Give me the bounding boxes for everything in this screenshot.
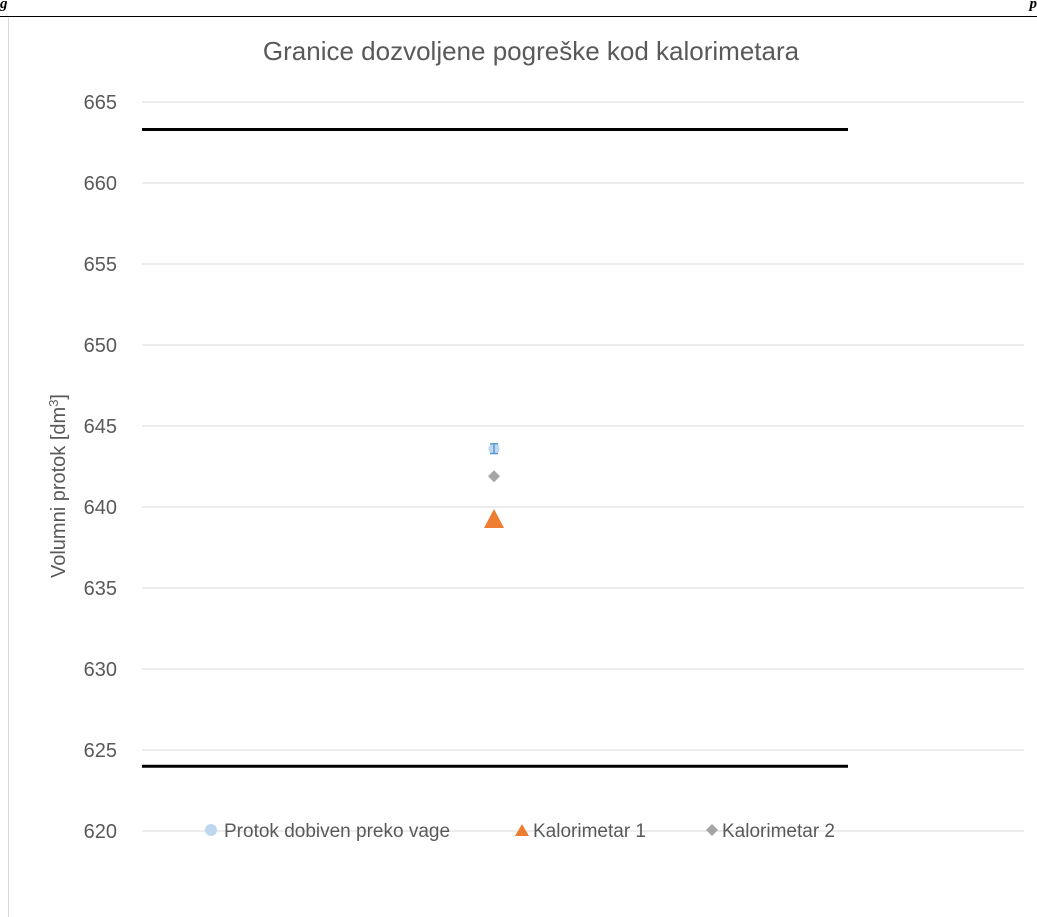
y-tick-640: 640 <box>84 497 117 519</box>
page-header: g p <box>0 0 1037 17</box>
legend-item-protok[interactable]: Protok dobiven preko vage <box>205 821 450 842</box>
legend-item-kalorimetar-1[interactable]: Kalorimetar 1 <box>515 821 646 842</box>
y-tick-660: 660 <box>84 173 117 195</box>
chart-frame: Granice dozvoljene pogreške kod kalorime… <box>8 18 1037 917</box>
y-axis-title-end: ] <box>48 394 70 400</box>
limit-lines <box>142 128 848 768</box>
y-tick-635: 635 <box>84 578 117 600</box>
legend: Protok dobiven preko vage Kalorimetar 1 … <box>205 821 835 842</box>
y-tick-630: 630 <box>84 659 117 681</box>
scatter-chart: Granice dozvoljene pogreške kod kalorime… <box>46 36 1024 843</box>
y-tick-650: 650 <box>84 335 117 357</box>
y-tick-645: 645 <box>84 416 117 438</box>
point-kalorimetar-2 <box>488 470 500 483</box>
legend-marker-kalorimetar-2 <box>706 824 718 836</box>
chart-title: Granice dozvoljene pogreške kod kalorime… <box>263 36 800 66</box>
data-points <box>484 443 504 528</box>
y-tick-625: 625 <box>84 740 117 762</box>
y-axis-title-main: Volumni protok [dm <box>48 407 70 578</box>
y-axis-title: Volumni protok [dm3] <box>46 394 71 578</box>
y-tick-620: 620 <box>84 821 117 843</box>
legend-marker-protok <box>205 824 217 836</box>
legend-label-protok: Protok dobiven preko vage <box>224 821 450 842</box>
header-right-text: p <box>1029 0 1037 12</box>
legend-marker-kalorimetar-1 <box>515 824 529 836</box>
gridlines <box>142 101 1024 832</box>
y-tick-655: 655 <box>84 254 117 276</box>
point-kalorimetar-1 <box>484 508 504 528</box>
y-tick-665: 665 <box>84 92 117 114</box>
legend-item-kalorimetar-2[interactable]: Kalorimetar 2 <box>706 821 835 842</box>
header-left-text: g <box>0 0 8 12</box>
y-axis-title-sup: 3 <box>46 400 61 407</box>
legend-label-kalorimetar-2: Kalorimetar 2 <box>722 821 835 842</box>
legend-label-kalorimetar-1: Kalorimetar 1 <box>533 821 646 842</box>
y-tick-labels: 620 625 630 635 640 645 650 655 660 665 <box>84 92 117 843</box>
